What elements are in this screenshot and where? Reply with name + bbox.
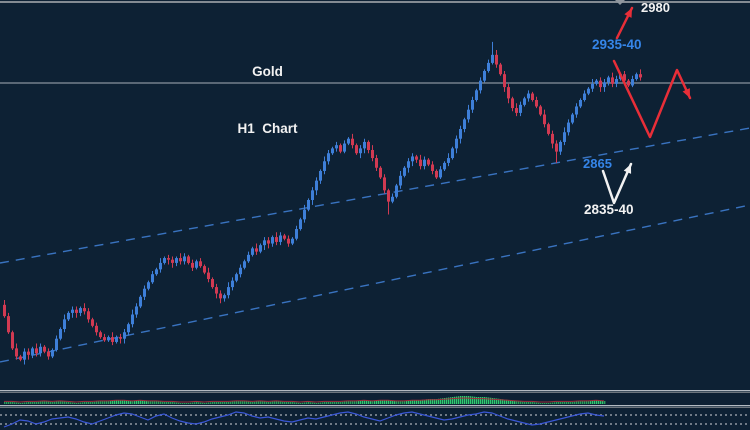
top-triangle-marker — [615, 0, 625, 5]
panel-separator-shadow — [0, 407, 750, 408]
channel-median-line — [0, 127, 750, 264]
forecast-pullback-zigzag-arrow — [612, 59, 692, 139]
panel-separator — [0, 390, 750, 392]
oscillator-line — [3, 411, 605, 428]
price-label-support-2865: 2865 — [583, 156, 612, 171]
window-top-border — [0, 1, 750, 3]
forecast-breakout-up-arrow — [615, 6, 634, 40]
panel-separator-shadow — [0, 392, 750, 393]
histogram-signal-line — [4, 397, 605, 403]
candlestick-series — [3, 41, 642, 365]
chart-title: Gold H1 Chart — [210, 24, 325, 176]
chart-title-timeframe: H1 Chart — [237, 121, 298, 136]
forecast-arrows — [601, 6, 692, 205]
indicator-panels — [0, 390, 750, 428]
panel-separator — [0, 405, 750, 407]
price-label-support-zone-2835-40: 2835-40 — [584, 202, 634, 217]
chart-title-symbol: Gold — [252, 64, 283, 79]
forecast-bounce-v-arrow — [601, 162, 633, 205]
price-label-resistance-2935-40: 2935-40 — [592, 37, 642, 52]
price-label-target-2980: 2980 — [641, 0, 670, 15]
